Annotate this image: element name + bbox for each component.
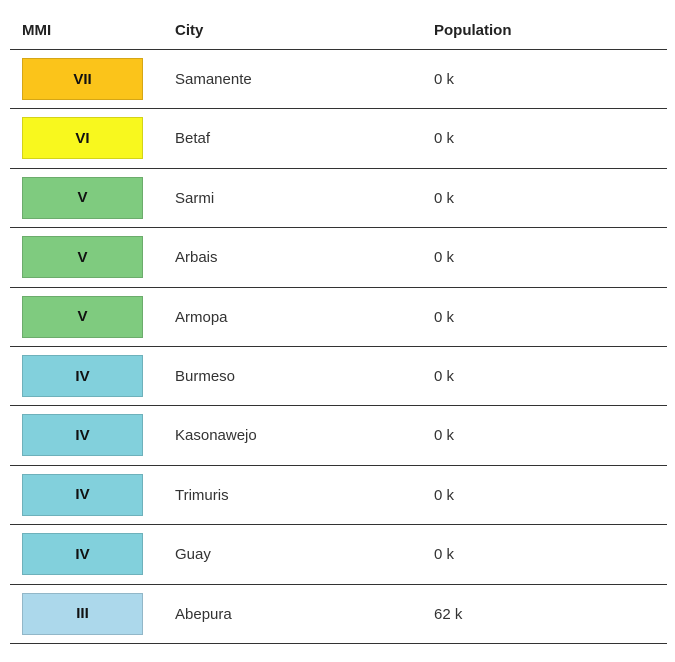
city-name: Kasonawejo [175,427,257,445]
city-name: Burmeso [175,368,236,385]
city-name: Betaf [175,130,211,148]
mmi-badge: IV [22,414,143,457]
mmi-badge: V [22,236,143,279]
table-row: VII Samanente 0 k [10,50,667,110]
table-row: III Abepura 62 k [10,585,667,644]
population: 0 k [434,486,455,504]
population: 0 k [434,368,455,385]
table-row: VI Betaf 0 k [10,109,667,169]
city-name: Guay [175,546,211,564]
mmi-badge: V [22,295,143,338]
population: 0 k [434,308,455,326]
mmi-badge: VII [22,58,143,100]
city-name: Abepura [175,605,232,623]
mmi-badge: IV [22,533,143,576]
city-name: Arbais [175,249,218,267]
table-row: IV Guay 0 k [10,525,667,585]
population: 0 k [434,189,455,207]
city-name: Armopa [175,308,228,326]
city-name: Sarmi [175,189,215,207]
table-row: IV Trimuris 0 k [10,466,667,526]
table-row: V Sarmi 0 k [10,169,667,229]
population: 0 k [434,546,455,564]
city-name: Trimuris [175,486,229,504]
population: 0 k [434,71,455,88]
column-header: Population [434,22,512,39]
mmi-badge: V [22,176,143,219]
column-header: MMI [22,22,52,39]
population: 0 k [434,130,455,148]
table-header: MMI City Population [10,0,667,50]
mmi-badge: VI [22,117,143,160]
column-header: City [175,22,204,39]
table-row: V Armopa 0 k [10,288,667,347]
table-row: IV Kasonawejo 0 k [10,406,667,466]
population: 0 k [434,249,455,267]
mmi-badge: IV [22,355,143,397]
mmi-badge: III [22,592,143,635]
population: 62 k [434,605,463,623]
table-row: V Arbais 0 k [10,228,667,288]
mmi-badge: IV [22,473,143,516]
population: 0 k [434,427,455,445]
city-name: Samanente [175,71,252,88]
table-row: IV Burmeso 0 k [10,347,667,407]
